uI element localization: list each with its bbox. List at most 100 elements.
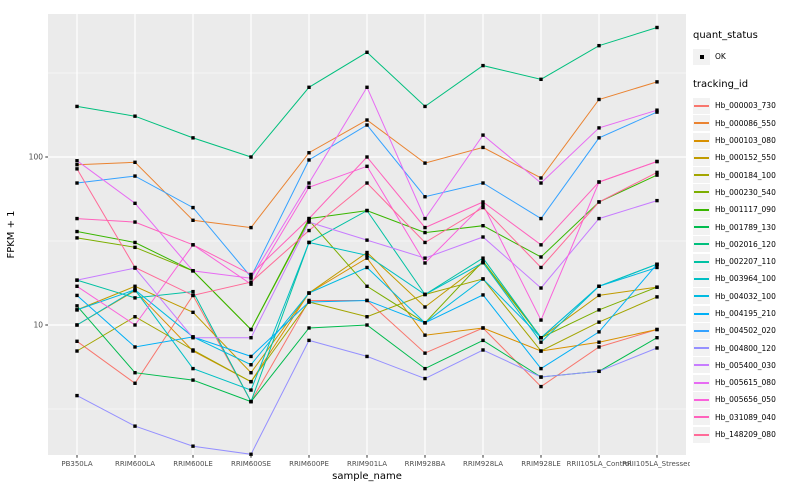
data-point [539,265,543,270]
data-point [655,327,659,332]
legend-item-label: Hb_005615_080 [715,378,776,388]
data-point [307,218,311,222]
data-point [365,253,369,257]
legend-item: Hb_003964_100 [693,270,799,287]
legend-item-label: Hb_002016_120 [715,239,776,249]
data-point [655,173,659,177]
series-line-key-icon [693,236,710,253]
data-point [249,399,253,404]
legend-item: Hb_004800_120 [693,339,799,357]
data-point [75,349,79,353]
series-line-key-icon [693,391,710,408]
legend-item-label: Hb_002207_110 [715,257,776,267]
series-line-key-icon [693,201,710,218]
data-point [423,161,427,165]
data-point [75,216,79,221]
legend-item-label: Hb_000086_550 [715,118,776,128]
data-point [481,181,485,185]
data-point [365,354,369,359]
data-point [365,315,369,319]
data-point [307,326,311,330]
data-point [539,77,543,82]
data-point [597,216,601,221]
x-tick-label: RRIM928BA [405,460,446,468]
x-tick-label: RRII105LA_Stressed [622,460,690,468]
data-point [249,272,253,277]
data-point [365,256,369,260]
data-point [655,80,659,84]
data-point [597,345,601,349]
data-point [249,276,253,280]
y-axis-title: FPKM + 1 [6,210,17,258]
data-point [75,278,79,282]
data-point [655,108,659,112]
legend-item: Hb_001789_130 [693,218,799,236]
data-point [365,323,369,327]
data-point [249,452,253,456]
data-point [539,216,543,221]
data-point [423,256,427,260]
data-point [655,295,659,299]
legend-item-label: Hb_001117_090 [715,205,776,215]
data-point [307,338,311,343]
legend-item: Hb_004195_210 [693,305,799,322]
tracking-id-legend-items: Hb_000003_730 Hb_000086_550 Hb_000103_080 H… [693,97,799,443]
data-point [307,185,311,190]
data-point [133,323,137,327]
data-point [423,321,427,325]
data-point [133,424,137,428]
x-tick-label: RRIM600LA [115,460,155,468]
data-point [597,320,601,324]
legend-item-label: Hb_004800_120 [715,343,776,353]
legend-item: Hb_004032_100 [693,288,799,305]
legend-item: Hb_005656_050 [693,391,799,408]
legend-item-ok: OK [693,48,799,65]
data-point [307,181,311,185]
data-point [655,285,659,289]
data-point [133,265,137,270]
data-point [307,216,311,221]
data-point [423,292,427,297]
data-point [133,220,137,224]
data-point [191,218,195,222]
data-point [481,205,485,210]
data-point [597,308,601,312]
series-line-key-icon [693,374,710,391]
data-point [365,164,369,169]
data-point [539,336,543,340]
legend-item: Hb_000003_730 [693,97,799,114]
data-point [75,304,79,308]
legend-item: Hb_002207_110 [693,253,799,270]
series-line-key-icon [693,357,710,374]
data-point [423,195,427,199]
legend-item: Hb_004502_020 [693,322,799,339]
series-line-key-icon [693,184,710,201]
data-point [423,376,427,381]
data-point [249,371,253,375]
data-point [191,348,195,352]
legend-item: Hb_005615_080 [693,374,799,391]
data-point [307,291,311,295]
legend-item: Hb_001117_090 [693,201,799,218]
data-point [133,345,137,349]
x-tick-label: RRIM600SE [231,460,271,468]
data-point [597,126,601,130]
data-point [75,159,79,163]
data-point [597,43,601,48]
data-point [191,136,195,140]
data-point [365,181,369,185]
legend-item: Hb_005400_030 [693,357,799,374]
data-point [423,305,427,309]
data-point [249,336,253,340]
data-point [133,296,137,300]
series-line-key-icon [693,305,710,322]
x-tick-label: RRIM928LE [521,460,561,468]
legend-item: Hb_000184_100 [693,166,799,184]
data-point [539,384,543,389]
data-point [249,225,253,230]
data-point [655,110,659,114]
legend-item-label: Hb_001789_130 [715,222,776,232]
data-point [481,260,485,265]
data-point [597,136,601,140]
